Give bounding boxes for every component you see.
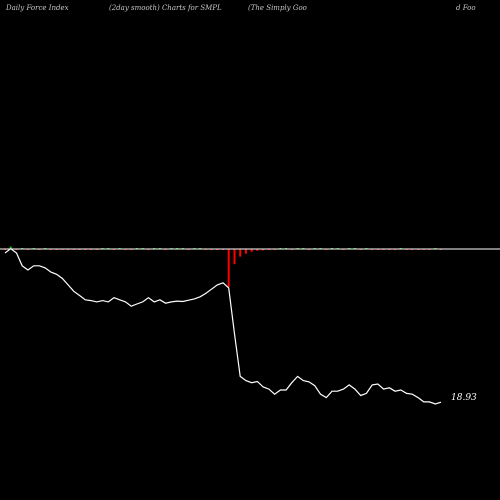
header-middle-label: (2day smooth) Charts for SMPL: [109, 4, 222, 12]
price-line: [4, 247, 442, 405]
header-left-label: Daily Force Index: [5, 4, 69, 12]
last-value-label: 18.93: [451, 393, 477, 403]
force-index-bar: [256, 249, 259, 251]
force-index-bar: [250, 249, 253, 252]
force-index-bar: [227, 249, 230, 287]
force-index-bar: [262, 249, 265, 251]
force-index-bar: [9, 246, 12, 249]
header-right-label-b: d Foo: [456, 4, 476, 12]
force-index-bar: [244, 249, 247, 254]
force-index-bar: [233, 249, 236, 265]
header-right-label-a: (The Simply Goo: [248, 4, 307, 12]
force-index-bar: [239, 249, 242, 257]
